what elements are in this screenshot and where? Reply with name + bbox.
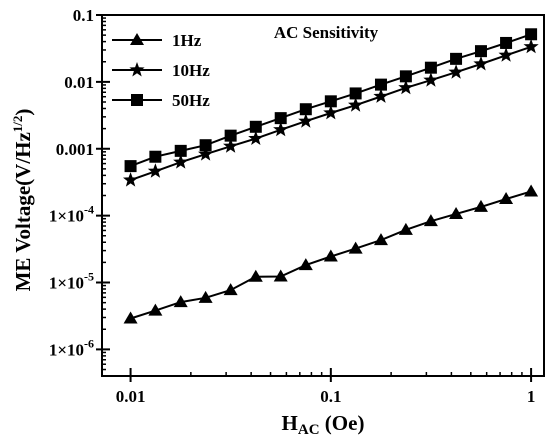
data-point-1Hz-13 bbox=[449, 206, 464, 219]
y-tick-label-exponent: -5 bbox=[84, 270, 94, 284]
data-point-50Hz-3 bbox=[199, 139, 212, 152]
data-point-1Hz-5 bbox=[248, 269, 263, 282]
y-axis-title: ME Voltage(V/Hz1/2) bbox=[10, 109, 35, 292]
data-point-10Hz-16 bbox=[523, 38, 539, 54]
data-point-50Hz-14 bbox=[474, 45, 487, 58]
data-point-1Hz-15 bbox=[499, 192, 514, 205]
data-point-10Hz-5 bbox=[248, 130, 264, 145]
y-axis-title-tail: ) bbox=[11, 109, 35, 116]
data-point-1Hz-14 bbox=[473, 199, 488, 212]
data-point-1Hz-7 bbox=[298, 258, 313, 271]
data-point-1Hz-16 bbox=[524, 184, 539, 197]
data-point-10Hz-6 bbox=[273, 121, 289, 137]
x-axis-title-tail: (Oe) bbox=[320, 411, 365, 435]
data-point-50Hz-8 bbox=[324, 95, 337, 108]
y-axis-title-superscript: 1/2 bbox=[10, 116, 25, 133]
data-point-1Hz-8 bbox=[323, 249, 338, 262]
y-tick-label: 0.001 bbox=[56, 140, 94, 159]
data-point-1Hz-2 bbox=[173, 295, 188, 308]
data-point-10Hz-14 bbox=[473, 56, 489, 71]
data-point-10Hz-15 bbox=[498, 47, 514, 62]
data-point-1Hz-1 bbox=[148, 303, 163, 316]
data-point-1Hz-9 bbox=[348, 241, 363, 254]
x-tick-label: 0.1 bbox=[320, 387, 341, 406]
data-point-50Hz-2 bbox=[174, 144, 187, 157]
data-point-1Hz-6 bbox=[273, 269, 288, 282]
legend: 1Hz 10Hz 50Hz bbox=[112, 31, 210, 110]
legend-marker-10Hz bbox=[129, 62, 145, 77]
chart-title: AC Sensitivity bbox=[274, 23, 379, 42]
data-point-10Hz-9 bbox=[348, 97, 364, 112]
series-layer bbox=[123, 28, 539, 324]
data-point-50Hz-13 bbox=[450, 52, 463, 65]
series-50Hz bbox=[124, 28, 538, 173]
x-axis-title-main: H bbox=[282, 411, 298, 435]
data-point-1Hz-4 bbox=[223, 283, 238, 296]
y-tick-label-exponent: -4 bbox=[84, 203, 94, 217]
data-point-10Hz-4 bbox=[223, 138, 239, 153]
data-point-50Hz-5 bbox=[249, 120, 262, 133]
data-point-50Hz-11 bbox=[399, 70, 412, 83]
y-tick-label: 0.1 bbox=[73, 6, 94, 25]
y-tick-label: 1×10-6 bbox=[49, 336, 94, 359]
data-point-50Hz-7 bbox=[299, 103, 312, 116]
data-point-10Hz-11 bbox=[398, 79, 414, 95]
legend-item-50Hz: 50Hz bbox=[112, 91, 210, 110]
data-point-50Hz-16 bbox=[525, 28, 538, 41]
data-point-10Hz-2 bbox=[173, 154, 189, 169]
data-point-10Hz-12 bbox=[423, 72, 439, 87]
data-point-50Hz-15 bbox=[500, 36, 513, 49]
data-point-10Hz-0 bbox=[123, 172, 139, 187]
data-point-1Hz-0 bbox=[123, 311, 138, 324]
data-point-10Hz-3 bbox=[198, 146, 214, 161]
data-point-50Hz-10 bbox=[374, 78, 387, 91]
data-point-10Hz-1 bbox=[147, 163, 163, 178]
y-tick-label: 1×10-5 bbox=[49, 270, 94, 293]
data-point-1Hz-3 bbox=[198, 290, 213, 303]
data-point-10Hz-10 bbox=[373, 88, 389, 103]
y-tick-label: 1×10-4 bbox=[49, 203, 94, 226]
series-1Hz bbox=[123, 184, 539, 324]
data-point-50Hz-9 bbox=[349, 87, 362, 100]
x-tick-label: 1 bbox=[527, 387, 536, 406]
legend-marker-1Hz bbox=[130, 33, 144, 45]
y-tick-label-base: 1×10 bbox=[49, 207, 84, 226]
ticks-layer bbox=[96, 14, 533, 382]
data-point-10Hz-7 bbox=[298, 113, 314, 128]
legend-label: 50Hz bbox=[172, 91, 210, 110]
x-axis-title: HAC (Oe) bbox=[282, 411, 365, 438]
data-point-10Hz-8 bbox=[323, 105, 339, 120]
data-point-1Hz-12 bbox=[423, 214, 438, 227]
data-point-10Hz-13 bbox=[448, 64, 464, 79]
data-point-50Hz-0 bbox=[124, 160, 137, 173]
legend-label: 1Hz bbox=[172, 31, 202, 50]
legend-marker-50Hz bbox=[131, 94, 143, 106]
y-tick-label-base: 1×10 bbox=[49, 340, 84, 359]
data-point-50Hz-1 bbox=[149, 150, 162, 163]
data-point-50Hz-6 bbox=[274, 112, 287, 125]
legend-label: 10Hz bbox=[172, 61, 210, 80]
data-point-1Hz-10 bbox=[373, 233, 388, 246]
x-axis-title-subscript: AC bbox=[298, 422, 320, 438]
x-tick-label: 0.01 bbox=[116, 387, 146, 406]
series-10Hz bbox=[123, 38, 539, 187]
legend-item-1Hz: 1Hz bbox=[112, 31, 202, 50]
y-tick-label-exponent: -6 bbox=[84, 336, 94, 350]
y-tick-label-base: 1×10 bbox=[49, 274, 84, 293]
y-axis-title-main: ME Voltage(V/Hz bbox=[11, 132, 35, 291]
data-point-50Hz-12 bbox=[424, 61, 437, 74]
legend-item-10Hz: 10Hz bbox=[112, 61, 210, 80]
data-point-1Hz-11 bbox=[398, 222, 413, 235]
y-tick-label: 0.01 bbox=[64, 73, 94, 92]
data-point-50Hz-4 bbox=[224, 129, 237, 142]
